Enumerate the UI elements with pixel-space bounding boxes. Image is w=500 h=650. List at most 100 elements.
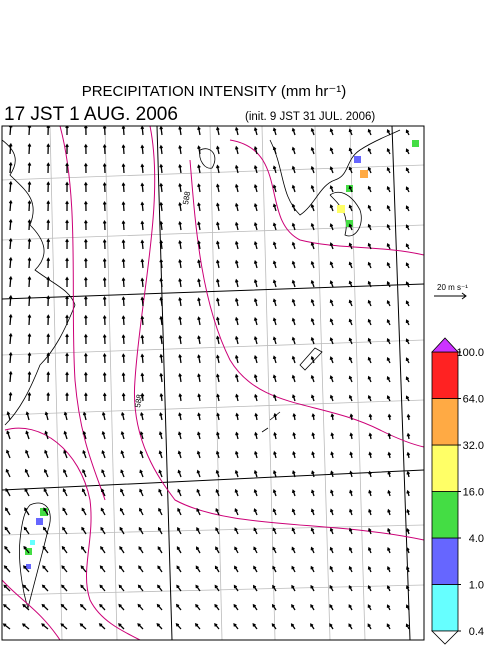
- colorbar-bin: [431, 398, 459, 446]
- wind-arrow: [348, 128, 353, 136]
- wind-arrow: [329, 261, 334, 269]
- wind-arrow: [368, 489, 372, 497]
- precipitation-cells: [25, 140, 419, 569]
- wind-arrow: [5, 449, 11, 459]
- wind-arrow: [83, 257, 88, 269]
- wind-arrow: [197, 221, 201, 231]
- title: PRECIPITATION INTENSITY (mm hr⁻¹): [82, 83, 347, 100]
- wind-arrow: [140, 372, 145, 383]
- wind-arrow: [197, 354, 201, 364]
- wind-arrow: [405, 281, 410, 288]
- wind-arrow: [405, 357, 410, 364]
- wind-arrow: [27, 219, 32, 231]
- wind-arrow: [65, 219, 69, 231]
- wind-arrow: [80, 545, 87, 554]
- colorbar-label: 100.0: [456, 347, 484, 359]
- wind-arrow: [27, 162, 32, 174]
- wind-arrow: [60, 603, 68, 611]
- wind-arrow: [197, 126, 201, 136]
- wind-arrow: [46, 143, 51, 155]
- wind-arrow: [159, 315, 164, 326]
- wind-arrow: [348, 204, 353, 212]
- wind-arrow: [44, 430, 49, 440]
- wind-arrow: [291, 165, 296, 174]
- wind-arrow: [272, 317, 277, 326]
- wind-arrow: [406, 566, 410, 573]
- colorbar-label: 0.4: [469, 626, 484, 638]
- wind-arrow: [178, 296, 182, 307]
- wind-arrow: [272, 336, 277, 345]
- wind-arrow: [46, 352, 51, 364]
- wind-arrow: [83, 276, 88, 288]
- wind-arrow: [272, 298, 277, 307]
- wind-arrow: [102, 352, 107, 364]
- wind-arrow: [291, 317, 296, 326]
- wind-arrow: [386, 243, 391, 250]
- wind-arrow: [177, 507, 182, 516]
- wind-arrow: [121, 220, 126, 231]
- wind-arrow: [406, 432, 411, 440]
- wind-arrow: [178, 315, 182, 326]
- wind-arrow: [311, 432, 315, 440]
- wind-arrow: [329, 280, 334, 288]
- wind-arrow: [311, 451, 315, 459]
- wind-arrow: [121, 163, 126, 174]
- wind-arrow: [253, 584, 258, 592]
- wind-arrow: [216, 335, 220, 345]
- wind-arrow: [158, 469, 163, 478]
- wind-arrow: [216, 316, 220, 326]
- wind-arrow: [367, 604, 372, 611]
- wind-arrow: [406, 508, 410, 516]
- wind-arrow: [253, 279, 258, 288]
- wind-arrow: [159, 182, 164, 193]
- vector-scale-label: 20 m s⁻¹: [437, 283, 468, 292]
- colorbar-bin: [431, 584, 459, 632]
- wind-arrow: [386, 376, 391, 383]
- wind-arrow: [195, 584, 201, 592]
- wind-arrow: [349, 432, 354, 440]
- wind-arrow: [178, 372, 182, 383]
- wind-arrow: [43, 507, 49, 516]
- wind-arrow: [60, 623, 68, 630]
- wind-arrow: [254, 412, 258, 421]
- wind-arrow: [234, 450, 239, 459]
- wind-arrow: [406, 451, 411, 459]
- wind-arrow: [99, 603, 106, 611]
- wind-arrow: [348, 261, 353, 269]
- wind-arrow: [120, 411, 125, 421]
- wind-arrow: [290, 623, 296, 630]
- wind-arrow: [329, 565, 334, 573]
- wind-arrow: [140, 315, 145, 326]
- wind-arrow: [254, 393, 258, 402]
- wind-arrow: [82, 430, 87, 440]
- wind-arrow: [367, 166, 372, 174]
- wind-arrow: [348, 584, 353, 592]
- wind-arrow: [252, 603, 258, 611]
- wind-arrow: [24, 488, 30, 497]
- wind-arrow: [177, 469, 182, 478]
- valid-time: 17 JST 1 AUG. 2006: [4, 104, 178, 125]
- wind-arrow: [82, 411, 87, 421]
- wind-arrow: [61, 565, 68, 573]
- wind-arrow: [254, 450, 258, 459]
- wind-arrow: [159, 372, 164, 383]
- wind-arrow: [386, 338, 391, 345]
- wind-arrow: [137, 623, 144, 630]
- colorbar-label: 32.0: [463, 440, 484, 452]
- wind-arrow: [98, 623, 106, 630]
- wind-arrow: [291, 241, 296, 250]
- wind-arrow: [120, 488, 125, 497]
- wind-arrow: [195, 603, 201, 611]
- wind-arrow: [197, 412, 201, 421]
- wind-arrow: [102, 257, 107, 269]
- wind-arrow: [27, 257, 32, 269]
- wind-arrow: [121, 144, 126, 155]
- wind-arrow: [271, 603, 277, 611]
- wind-arrow: [234, 354, 239, 364]
- wind-arrow: [406, 470, 411, 478]
- wind-arrow: [197, 145, 201, 155]
- wind-arrow: [177, 526, 182, 535]
- wind-arrow: [367, 299, 372, 307]
- wind-arrow: [348, 565, 353, 573]
- wind-arrow: [83, 200, 88, 212]
